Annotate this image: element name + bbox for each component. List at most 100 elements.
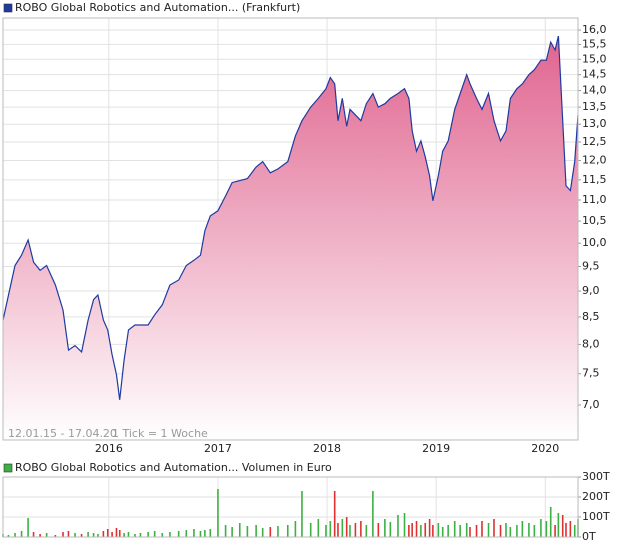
volume-bar: [87, 532, 89, 537]
volume-bar: [238, 523, 241, 537]
volume-bar: [54, 535, 57, 537]
y-tick-label: 16,0: [582, 23, 607, 36]
volume-bar: [102, 531, 105, 537]
y-tick-label: 15,5: [582, 37, 607, 50]
volume-bar: [209, 529, 212, 537]
y-tick-label: 13,5: [582, 100, 607, 113]
price-line: [2, 35, 579, 400]
y-tick-label: 13,0: [582, 117, 607, 130]
volume-bar: [333, 491, 336, 537]
volume-bar: [469, 527, 471, 537]
volume-bar: [573, 525, 576, 537]
volume-bar: [384, 519, 386, 537]
annotation: 12.01.15 - 17.04.20: [8, 427, 117, 440]
volume-bar: [533, 525, 536, 537]
y-tick-label: 15,0: [582, 52, 607, 65]
volume-bar: [475, 525, 478, 537]
volume-bar: [45, 533, 48, 537]
y-tick-label: 11,5: [582, 173, 607, 186]
volume-bar: [516, 525, 518, 537]
volume-bar: [301, 491, 303, 537]
x-tick-label: 2020: [531, 442, 559, 455]
volume-bar: [20, 531, 23, 537]
volume-bar: [147, 532, 149, 537]
y-tick-label: 10,0: [582, 236, 607, 249]
volume-bar: [349, 525, 351, 537]
volume-bar: [360, 521, 362, 537]
legend-label: ROBO Global Robotics and Automation... V…: [15, 461, 332, 474]
volume-bar: [325, 525, 327, 537]
volume-bar: [255, 525, 257, 537]
volume-bar: [153, 531, 156, 537]
volume-bar: [127, 532, 130, 537]
volume-bar: [415, 521, 418, 537]
volume-bar: [169, 532, 171, 537]
volume-bar: [329, 521, 332, 537]
volume-bar: [509, 527, 512, 537]
volume-bar: [354, 523, 357, 537]
volume-bar: [428, 519, 431, 537]
y-tick-label: 200T: [582, 490, 610, 503]
volume-bar: [74, 533, 76, 537]
volume-bar: [27, 518, 29, 537]
volume-bar: [193, 529, 195, 537]
volume-bar: [7, 535, 10, 537]
volume-bar: [365, 525, 368, 537]
volume-bar: [465, 523, 468, 537]
volume-bar: [493, 519, 495, 537]
volume-bar: [411, 523, 413, 537]
plot-frame: [2, 17, 579, 441]
volume-bar: [309, 523, 312, 537]
volume-bar: [481, 521, 483, 537]
volume-bar: [294, 521, 297, 537]
volume-bar: [437, 523, 440, 537]
volume-bar: [337, 523, 339, 537]
volume-bar: [67, 531, 70, 537]
volume-bar: [286, 525, 289, 537]
volume-bar: [389, 522, 392, 537]
volume-bar: [521, 521, 524, 537]
volume-bar: [459, 525, 461, 537]
y-tick-label: 300T: [582, 470, 610, 483]
annotation: 1 Tick = 1 Woche: [112, 427, 208, 440]
volume-bar: [177, 531, 180, 537]
volume-bar: [199, 531, 202, 537]
volume-bar: [317, 519, 320, 537]
volume-bar: [139, 533, 142, 537]
volume-bar: [345, 517, 348, 537]
volume-bar: [269, 527, 272, 537]
volume-bar: [569, 521, 572, 537]
volume-bar: [557, 513, 560, 537]
volume-bar: [231, 527, 233, 537]
volume-bar: [545, 521, 548, 537]
plot-background: [3, 477, 578, 537]
volume-bar: [397, 515, 399, 537]
volume-bar: [432, 525, 434, 537]
volume-bar: [246, 526, 249, 537]
volume-bar: [420, 525, 422, 537]
volume-bar: [441, 527, 444, 537]
volume-bar: [261, 528, 264, 537]
volume-bar: [372, 491, 374, 537]
volume-bar: [453, 521, 456, 537]
volume-bar: [217, 489, 219, 537]
y-tick-label: 7,0: [582, 398, 600, 411]
y-tick-label: 9,5: [582, 259, 600, 272]
volume-bar: [505, 523, 507, 537]
volume-bar: [487, 523, 490, 537]
y-tick-label: 9,0: [582, 284, 600, 297]
x-tick-label: 2016: [95, 442, 123, 455]
volume-bar: [62, 532, 64, 537]
volume-bar: [549, 507, 552, 537]
volume-bar: [106, 529, 109, 537]
volume-bar: [408, 525, 410, 537]
volume-bar: [161, 533, 164, 537]
plot-frame: [2, 476, 579, 538]
volume-bar: [224, 525, 227, 537]
volume-bar: [341, 519, 344, 537]
y-tick-label: 14,5: [582, 68, 607, 81]
legend-swatch: [3, 463, 13, 473]
volume-bar: [528, 523, 530, 537]
y-tick-label: 7,5: [582, 367, 600, 380]
